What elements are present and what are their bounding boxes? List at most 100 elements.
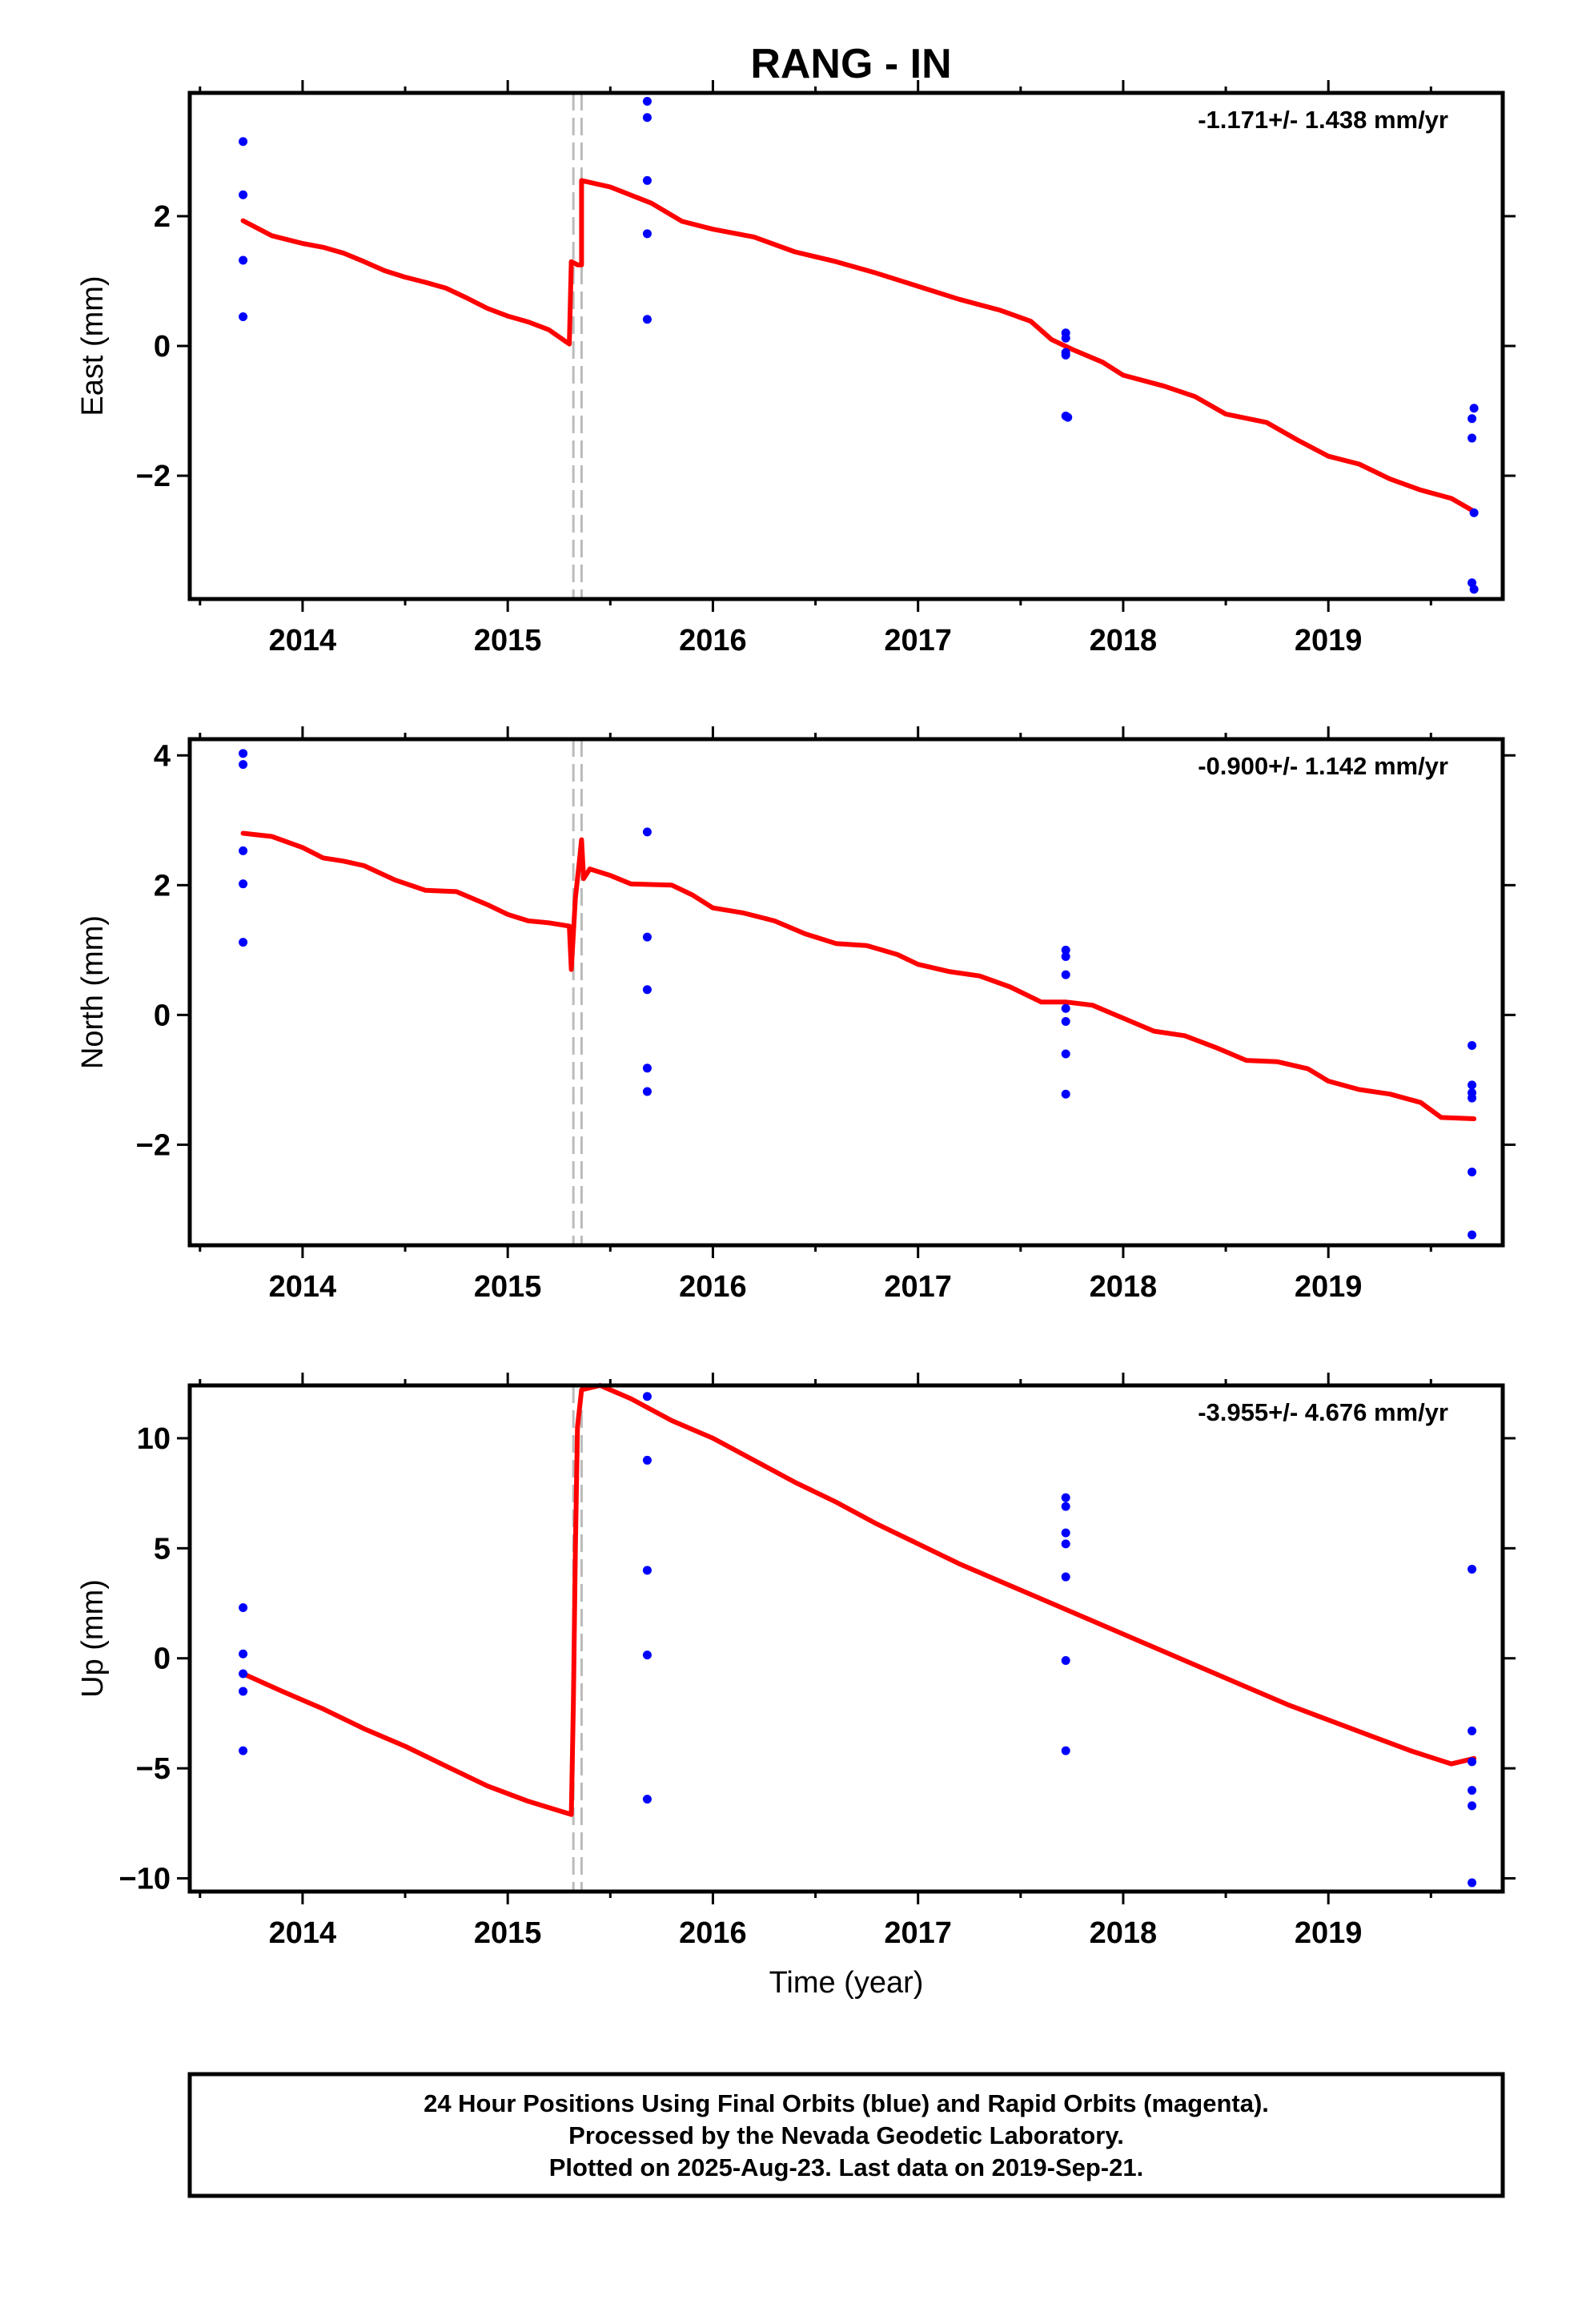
data-point (642, 97, 652, 107)
data-point (1061, 1528, 1070, 1538)
y-tick-label: −10 (119, 1863, 171, 1896)
data-point (1468, 1230, 1477, 1240)
data-point (1468, 1801, 1477, 1811)
plot-frame (187, 737, 1505, 1248)
data-point (642, 175, 652, 185)
data-point (239, 1669, 248, 1679)
plot-frame (187, 1383, 1505, 1894)
x-tick-label: 2015 (474, 1270, 542, 1304)
data-point (239, 846, 248, 855)
data-point (1469, 508, 1479, 517)
data-point (1063, 412, 1073, 422)
data-point (1061, 945, 1070, 955)
data-point (1061, 1572, 1070, 1582)
data-point (1061, 1003, 1070, 1013)
x-tick-label: 2019 (1295, 1270, 1363, 1304)
data-point (239, 760, 248, 770)
data-point (239, 1649, 248, 1659)
data-point (1468, 1564, 1477, 1574)
data-point (239, 879, 248, 889)
y-tick-label: 2 (154, 869, 171, 903)
data-point (1061, 1049, 1070, 1059)
x-tick-label: 2019 (1295, 624, 1363, 657)
data-point (1061, 1539, 1070, 1549)
data-point (1468, 1726, 1477, 1735)
data-point (1468, 1786, 1477, 1795)
panel-3: 2014 2015 2016 2017 2018 2019 −10 −5 0 5 10 Up (mm)… (76, 1373, 1516, 2000)
x-tick-label: 2017 (884, 1916, 952, 1950)
data-point (642, 1566, 652, 1575)
y-tick-label: −2 (136, 460, 171, 493)
data-point (1061, 350, 1070, 360)
data-point (239, 137, 248, 147)
footer-line-1: 24 Hour Positions Using Final Orbits (bl… (424, 2089, 1269, 2117)
data-point (642, 827, 652, 837)
data-point (239, 1746, 248, 1755)
x-tick-label: 2017 (884, 1270, 952, 1304)
data-point (1061, 1493, 1070, 1502)
x-tick-label: 2018 (1090, 1270, 1158, 1304)
x-tick-label: 2016 (679, 624, 747, 657)
y-axis-label: North (mm) (76, 915, 110, 1069)
model-line (240, 178, 1477, 514)
model-line (240, 1383, 1477, 1817)
panel-2: 2014 2015 2016 2017 2018 2019 −2 0 2 4 North (mm) -… (76, 726, 1516, 1304)
data-point (1061, 1655, 1070, 1665)
data-point (642, 1392, 652, 1401)
data-point (642, 113, 652, 123)
x-axis-label: Time (year) (769, 1966, 924, 2000)
data-point (642, 1795, 652, 1804)
data-point (1468, 1093, 1477, 1103)
data-point (1061, 951, 1070, 961)
y-axis-label: East (mm) (76, 275, 110, 416)
data-point (642, 1651, 652, 1660)
data-point (239, 1603, 248, 1613)
y-tick-label: 10 (137, 1422, 171, 1456)
y-tick-label: −5 (136, 1752, 171, 1786)
x-tick-label: 2014 (269, 1270, 337, 1304)
y-tick-label: 0 (154, 330, 171, 364)
data-point (1468, 433, 1477, 443)
x-tick-label: 2019 (1295, 1916, 1363, 1950)
data-point (1468, 1040, 1477, 1050)
x-tick-label: 2015 (474, 624, 542, 657)
data-point (642, 315, 652, 324)
data-point (1468, 1757, 1477, 1767)
x-tick-label: 2017 (884, 624, 952, 657)
data-point (1061, 1089, 1070, 1099)
x-tick-label: 2014 (269, 1916, 337, 1950)
x-tick-label: 2016 (679, 1916, 747, 1950)
velocity-annotation: -3.955+/- 4.676 mm/yr (1198, 1398, 1448, 1426)
x-tick-label: 2016 (679, 1270, 747, 1304)
data-point (1468, 1878, 1477, 1888)
y-tick-label: 2 (154, 200, 171, 234)
x-tick-label: 2015 (474, 1916, 542, 1950)
data-point (1061, 1502, 1070, 1511)
data-point (239, 255, 248, 265)
x-tick-label: 2018 (1090, 1916, 1158, 1950)
data-point (642, 985, 652, 995)
data-point (239, 312, 248, 322)
velocity-annotation: -0.900+/- 1.142 mm/yr (1198, 752, 1448, 780)
data-point (1061, 333, 1070, 343)
x-tick-label: 2018 (1090, 624, 1158, 657)
footer-box: 24 Hour Positions Using Final Orbits (bl… (187, 2072, 1505, 2198)
data-point (642, 1455, 652, 1465)
x-tick-label: 2014 (269, 624, 337, 657)
footer-line-3: Plotted on 2025-Aug-23. Last data on 201… (549, 2153, 1143, 2181)
footer-line-2: Processed by the Nevada Geodetic Laborat… (568, 2121, 1124, 2149)
model-line (240, 830, 1477, 1121)
data-point (239, 938, 248, 947)
data-point (642, 1087, 652, 1096)
data-point (642, 1063, 652, 1073)
data-point (1469, 585, 1479, 594)
panels-group: 2014 2015 2016 2017 2018 2019 −2 0 2 East (mm) -1.… (76, 80, 1516, 2000)
y-tick-label: 4 (154, 739, 171, 773)
y-axis-label: Up (mm) (76, 1579, 110, 1698)
data-point (1061, 1016, 1070, 1026)
data-point (642, 229, 652, 239)
data-point (1468, 1167, 1477, 1176)
data-point (1468, 414, 1477, 424)
data-point (239, 749, 248, 758)
